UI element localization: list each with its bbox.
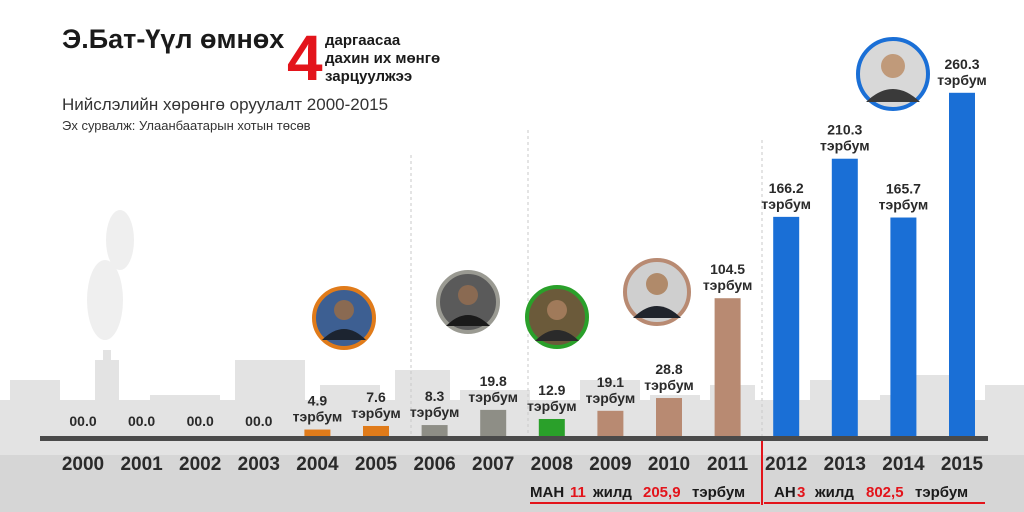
value-label-2006: 8.3 xyxy=(425,388,445,404)
unit-label-2011: тэрбум xyxy=(703,277,753,293)
value-label-2000: 00.0 xyxy=(69,413,96,429)
unit-label-2007: тэрбум xyxy=(468,389,518,405)
value-label-2004: 4.9 xyxy=(308,393,328,409)
x-axis xyxy=(40,436,988,441)
value-label-2005: 7.6 xyxy=(366,389,386,405)
unit-label-2008: тэрбум xyxy=(527,398,577,414)
skyline-smoke xyxy=(87,210,134,340)
bar-2010 xyxy=(656,398,682,436)
footer-right-party: АН xyxy=(774,484,796,501)
value-label-2015: 260.3 xyxy=(944,56,979,72)
footer-right-amount: 802,5 xyxy=(866,484,904,501)
header-subtitle-line-1: даргаасаа xyxy=(325,32,401,49)
value-label-2010: 28.8 xyxy=(655,361,682,377)
bars-group xyxy=(304,92,975,437)
value-label-2014: 165.7 xyxy=(886,181,921,197)
bar-2006 xyxy=(421,425,448,436)
value-label-2001: 00.0 xyxy=(128,413,155,429)
value-label-2011: 104.5 xyxy=(710,261,745,277)
value-label-2002: 00.0 xyxy=(187,413,214,429)
year-label-2001: 2001 xyxy=(120,454,163,475)
footer-left-word-years: жилд xyxy=(592,484,632,501)
year-label-2013: 2013 xyxy=(824,454,866,475)
value-label-2009: 19.1 xyxy=(597,374,624,390)
footer-left-years: 11 xyxy=(570,484,586,501)
footer-right-word-years: жилд xyxy=(814,484,854,501)
year-label-2005: 2005 xyxy=(355,454,398,475)
unit-label-2012: тэрбум xyxy=(761,196,811,212)
bar-2013 xyxy=(831,158,858,436)
year-label-2012: 2012 xyxy=(765,454,807,475)
year-labels-group: 2000 2001 2002 2003 2004 2005 2006 2007 2008 2009… xyxy=(62,454,984,475)
portrait-2004 xyxy=(312,286,376,350)
unit-label-2006: тэрбум xyxy=(410,404,460,420)
bar-2011 xyxy=(714,298,741,436)
footer-left-party: МАН xyxy=(530,484,564,501)
bar-2008 xyxy=(538,418,565,436)
bar-2012 xyxy=(773,216,800,436)
header-subtitle-line-2: дахин их мөнгө xyxy=(325,50,440,67)
value-label-2013: 210.3 xyxy=(827,122,862,138)
bar-2015 xyxy=(949,92,975,437)
header-title: Э.Бат-Үүл өмнөх xyxy=(62,24,284,54)
year-label-2014: 2014 xyxy=(882,454,925,475)
unit-label-2013: тэрбум xyxy=(820,138,870,154)
year-label-2015: 2015 xyxy=(941,454,984,475)
header-subtitle-line-3: зарцуулжээ xyxy=(325,68,412,85)
value-label-2012: 166.2 xyxy=(769,180,804,196)
unit-label-2014: тэрбум xyxy=(879,197,929,213)
bar-2004 xyxy=(304,429,331,436)
footer-left-amount: 205,9 xyxy=(643,484,681,501)
footer-right-summary: АН 3 жилд 802,5 тэрбум xyxy=(764,484,985,504)
year-label-2003: 2003 xyxy=(238,454,280,475)
unit-label-2005: тэрбум xyxy=(351,405,401,421)
bar-2009 xyxy=(597,410,624,436)
unit-label-2010: тэрбум xyxy=(644,377,694,393)
era-separators xyxy=(410,130,763,440)
header-big-number: 4 xyxy=(287,22,323,94)
footer-right-unit: тэрбум xyxy=(915,484,968,501)
portrait-2010 xyxy=(623,258,691,326)
unit-label-2004: тэрбум xyxy=(293,409,343,425)
year-label-2002: 2002 xyxy=(179,454,221,475)
value-label-2003: 00.0 xyxy=(245,413,272,429)
value-label-2008: 12.9 xyxy=(538,382,565,398)
year-label-2010: 2010 xyxy=(648,454,690,475)
bar-2005 xyxy=(363,425,389,436)
year-label-2006: 2006 xyxy=(413,454,455,475)
year-label-2000: 2000 xyxy=(62,454,104,475)
source-note: Эх сурвалж: Улаанбаатарын хотын төсөв xyxy=(62,118,311,133)
footer-left-summary: МАН 11 жилд 205,9 тэрбум xyxy=(530,484,760,504)
year-label-2007: 2007 xyxy=(472,454,514,475)
bar-2007 xyxy=(480,409,507,436)
unit-label-2015: тэрбум xyxy=(937,72,987,88)
bar-2014 xyxy=(890,217,917,436)
portrait-2008 xyxy=(525,285,589,349)
value-label-2007: 19.8 xyxy=(480,373,507,389)
year-label-2008: 2008 xyxy=(531,454,573,475)
year-label-2011: 2011 xyxy=(707,454,749,475)
footer-right-years: 3 xyxy=(797,484,805,501)
value-labels-group: 00.0 00.0 00.0 00.04.9тэрбум7.6тэрбум8.3тэр… xyxy=(69,56,986,429)
unit-label-2009: тэрбум xyxy=(586,390,636,406)
portrait-2015 xyxy=(856,37,930,111)
year-label-2004: 2004 xyxy=(296,454,339,475)
chart-title: Нийслэлийн хөрөнгө оруулалт 2000-2015 xyxy=(62,95,388,114)
year-label-2009: 2009 xyxy=(589,454,631,475)
footer-left-unit: тэрбум xyxy=(692,484,745,501)
portrait-2006 xyxy=(436,270,500,334)
